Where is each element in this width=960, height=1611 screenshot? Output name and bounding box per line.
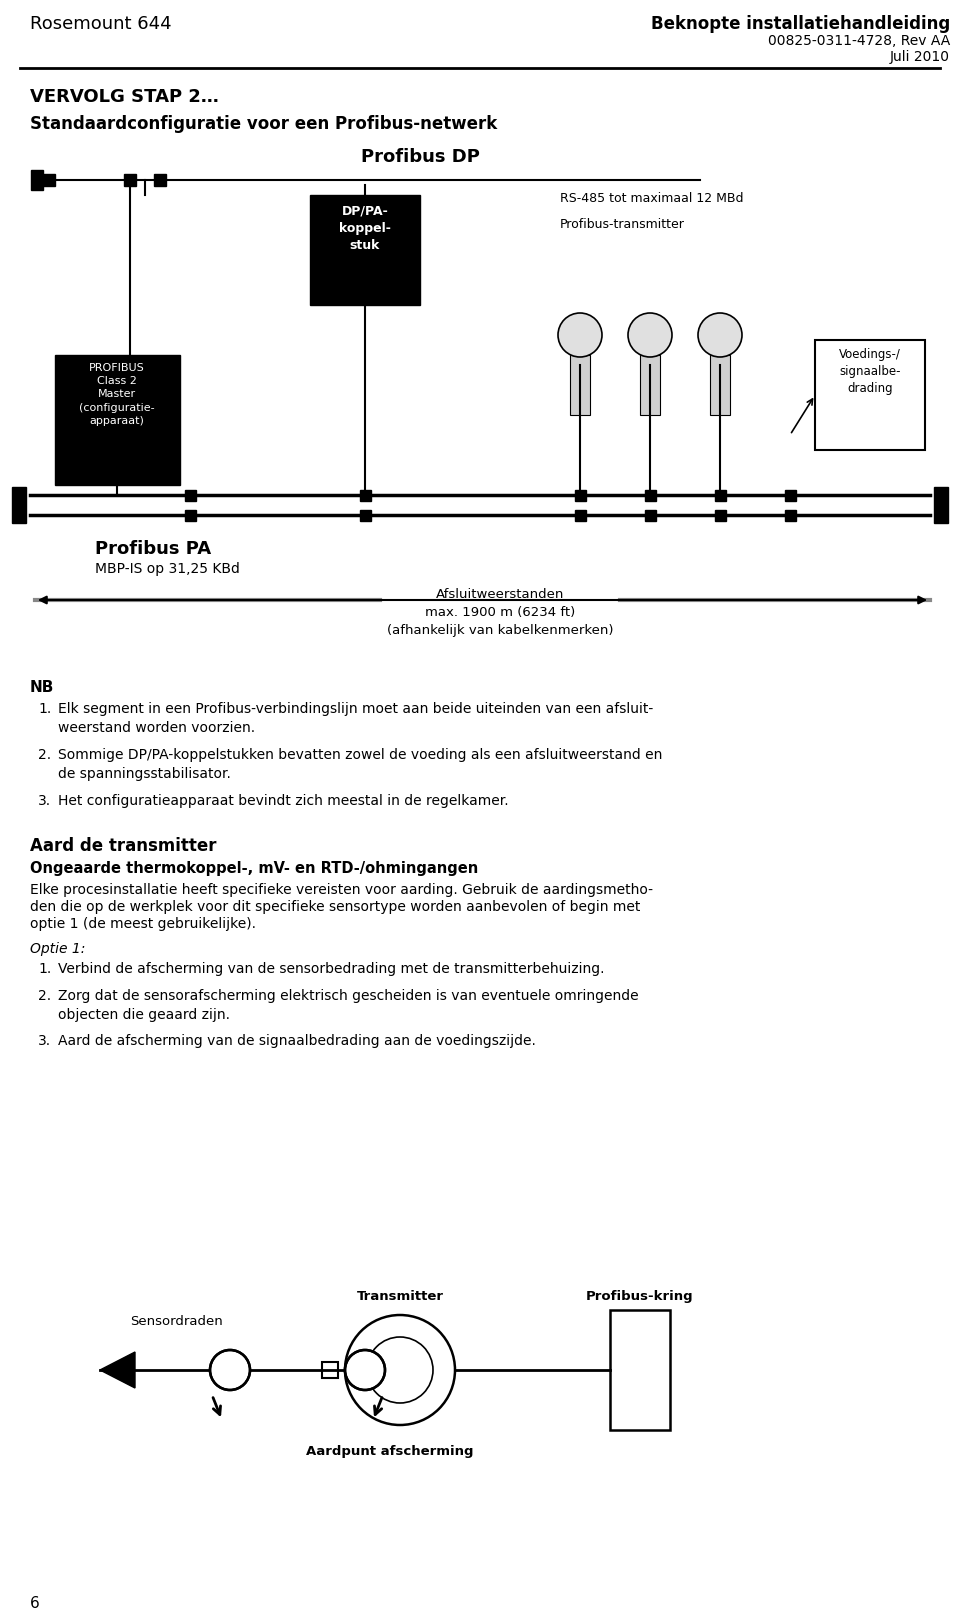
- Text: Transmitter: Transmitter: [356, 1290, 444, 1303]
- Text: MBP-IS op 31,25 KBd: MBP-IS op 31,25 KBd: [95, 562, 240, 577]
- Polygon shape: [100, 1352, 135, 1389]
- Text: 3.: 3.: [38, 1034, 51, 1049]
- Text: Voedings-/
signaalbe-
drading: Voedings-/ signaalbe- drading: [839, 348, 900, 395]
- Text: 00825-0311-4728, Rev AA: 00825-0311-4728, Rev AA: [768, 34, 950, 48]
- Text: 1.: 1.: [38, 962, 51, 976]
- Circle shape: [345, 1350, 385, 1390]
- Text: NB: NB: [30, 680, 55, 694]
- Text: Aardpunt afscherming: Aardpunt afscherming: [306, 1445, 473, 1458]
- Bar: [124, 174, 136, 185]
- Text: Aard de afscherming van de signaalbedrading aan de voedingszijde.: Aard de afscherming van de signaalbedrad…: [58, 1034, 536, 1049]
- Bar: [815, 340, 925, 449]
- Text: Profibus-kring: Profibus-kring: [587, 1290, 694, 1303]
- Text: Standaardconfiguratie voor een Profibus-netwerk: Standaardconfiguratie voor een Profibus-…: [30, 114, 497, 134]
- Bar: [570, 354, 590, 416]
- Text: 6: 6: [30, 1597, 39, 1611]
- Text: Ongeaarde thermokoppel-, mV- en RTD-/ohmingangen: Ongeaarde thermokoppel-, mV- en RTD-/ohm…: [30, 860, 478, 876]
- Text: Beknopte installatiehandleiding: Beknopte installatiehandleiding: [651, 14, 950, 32]
- Text: VERVOLG STAP 2…: VERVOLG STAP 2…: [30, 89, 219, 106]
- Text: Sensordraden: Sensordraden: [130, 1315, 223, 1327]
- Text: Aard de transmitter: Aard de transmitter: [30, 838, 217, 855]
- Text: RS-485 tot maximaal 12 MBd: RS-485 tot maximaal 12 MBd: [560, 192, 743, 205]
- Text: optie 1 (de meest gebruikelijke).: optie 1 (de meest gebruikelijke).: [30, 917, 256, 931]
- Bar: [645, 490, 656, 501]
- Bar: [185, 511, 196, 520]
- Bar: [785, 511, 796, 520]
- Bar: [610, 1310, 670, 1431]
- Bar: [645, 511, 656, 520]
- Bar: [360, 490, 371, 501]
- Bar: [31, 171, 43, 190]
- Bar: [715, 490, 726, 501]
- Circle shape: [558, 313, 602, 358]
- Bar: [12, 487, 26, 524]
- Text: Afsluitweerstanden
max. 1900 m (6234 ft)
(afhankelijk van kabelkenmerken): Afsluitweerstanden max. 1900 m (6234 ft)…: [387, 588, 613, 636]
- Circle shape: [698, 313, 742, 358]
- Text: DP/PA-
koppel-
stuk: DP/PA- koppel- stuk: [339, 205, 391, 251]
- Bar: [710, 354, 730, 416]
- Bar: [185, 490, 196, 501]
- Text: Zorg dat de sensorafscherming elektrisch gescheiden is van eventuele omringende
: Zorg dat de sensorafscherming elektrisch…: [58, 989, 638, 1021]
- Bar: [310, 195, 420, 304]
- Text: Profibus PA: Profibus PA: [95, 540, 211, 557]
- Text: PROFIBUS
Class 2
Master
(configuratie-
apparaat): PROFIBUS Class 2 Master (configuratie- a…: [79, 362, 155, 425]
- Text: Juli 2010: Juli 2010: [890, 50, 950, 64]
- Text: Profibus-transmitter: Profibus-transmitter: [560, 217, 684, 230]
- Text: Rosemount 644: Rosemount 644: [30, 14, 172, 32]
- Bar: [575, 511, 586, 520]
- Bar: [785, 490, 796, 501]
- Text: Het configuratieapparaat bevindt zich meestal in de regelkamer.: Het configuratieapparaat bevindt zich me…: [58, 794, 509, 809]
- Text: Elk segment in een Profibus-verbindingslijn moet aan beide uiteinden van een afs: Elk segment in een Profibus-verbindingsl…: [58, 702, 653, 735]
- Text: Sommige DP/PA-koppelstukken bevatten zowel de voeding als een afsluitweerstand e: Sommige DP/PA-koppelstukken bevatten zow…: [58, 748, 662, 781]
- Bar: [360, 511, 371, 520]
- Bar: [43, 174, 55, 185]
- Text: Verbind de afscherming van de sensorbedrading met de transmitterbehuizing.: Verbind de afscherming van de sensorbedr…: [58, 962, 605, 976]
- Text: 2.: 2.: [38, 989, 51, 1004]
- Bar: [575, 490, 586, 501]
- Text: 1.: 1.: [38, 702, 51, 715]
- Text: Optie 1:: Optie 1:: [30, 942, 85, 955]
- Bar: [934, 487, 948, 524]
- Circle shape: [367, 1337, 433, 1403]
- Text: Elke procesinstallatie heeft specifieke vereisten voor aarding. Gebruik de aardi: Elke procesinstallatie heeft specifieke …: [30, 883, 653, 897]
- Bar: [640, 354, 660, 416]
- Circle shape: [628, 313, 672, 358]
- Bar: [55, 354, 180, 485]
- Text: den die op de werkplek voor dit specifieke sensortype worden aanbevolen of begin: den die op de werkplek voor dit specifie…: [30, 901, 640, 913]
- Bar: [715, 511, 726, 520]
- Circle shape: [345, 1315, 455, 1426]
- Circle shape: [210, 1350, 250, 1390]
- Bar: [322, 1361, 338, 1377]
- Bar: [154, 174, 166, 185]
- Text: 2.: 2.: [38, 748, 51, 762]
- Text: Profibus DP: Profibus DP: [361, 148, 479, 166]
- Text: 3.: 3.: [38, 794, 51, 809]
